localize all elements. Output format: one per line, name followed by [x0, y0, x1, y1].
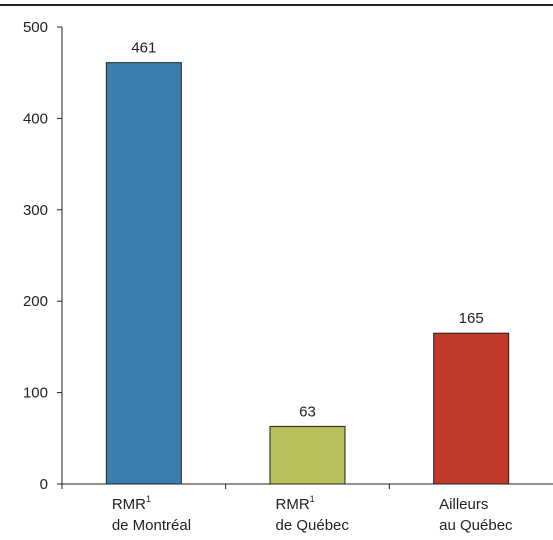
x-category-label-line1: Ailleurs — [439, 496, 488, 513]
bars — [105, 62, 510, 485]
x-category-label-line1: RMR1 — [276, 494, 315, 513]
bar — [105, 62, 182, 485]
bar — [433, 332, 510, 485]
x-category-label-main: RMR — [276, 496, 310, 513]
x-category-label-line2: de Québec — [276, 517, 350, 534]
x-category-label-main: Ailleurs — [439, 496, 488, 513]
x-category-footnote-mark: 1 — [310, 494, 315, 504]
y-tick-label: 500 — [23, 19, 48, 36]
y-axis: 0 100 200 300 400 500 — [23, 19, 63, 493]
x-category-footnote-mark: 1 — [146, 494, 151, 504]
data-label: 63 — [299, 403, 316, 420]
y-tick-label: 0 — [40, 476, 48, 493]
x-category-label-line2: au Québec — [439, 517, 513, 534]
y-tick-label: 300 — [23, 202, 48, 219]
bar — [269, 425, 346, 485]
x-category-label-line1: RMR1 — [112, 494, 151, 513]
data-label: 461 — [131, 40, 156, 57]
data-labels: 461 63 165 — [131, 40, 483, 421]
y-tick-label: 100 — [23, 385, 48, 402]
x-category-label-line2: de Montréal — [112, 517, 191, 534]
data-label: 165 — [459, 310, 484, 327]
x-category-label-main: RMR — [112, 496, 146, 513]
y-tick-label: 400 — [23, 110, 48, 127]
y-tick-label: 200 — [23, 293, 48, 310]
